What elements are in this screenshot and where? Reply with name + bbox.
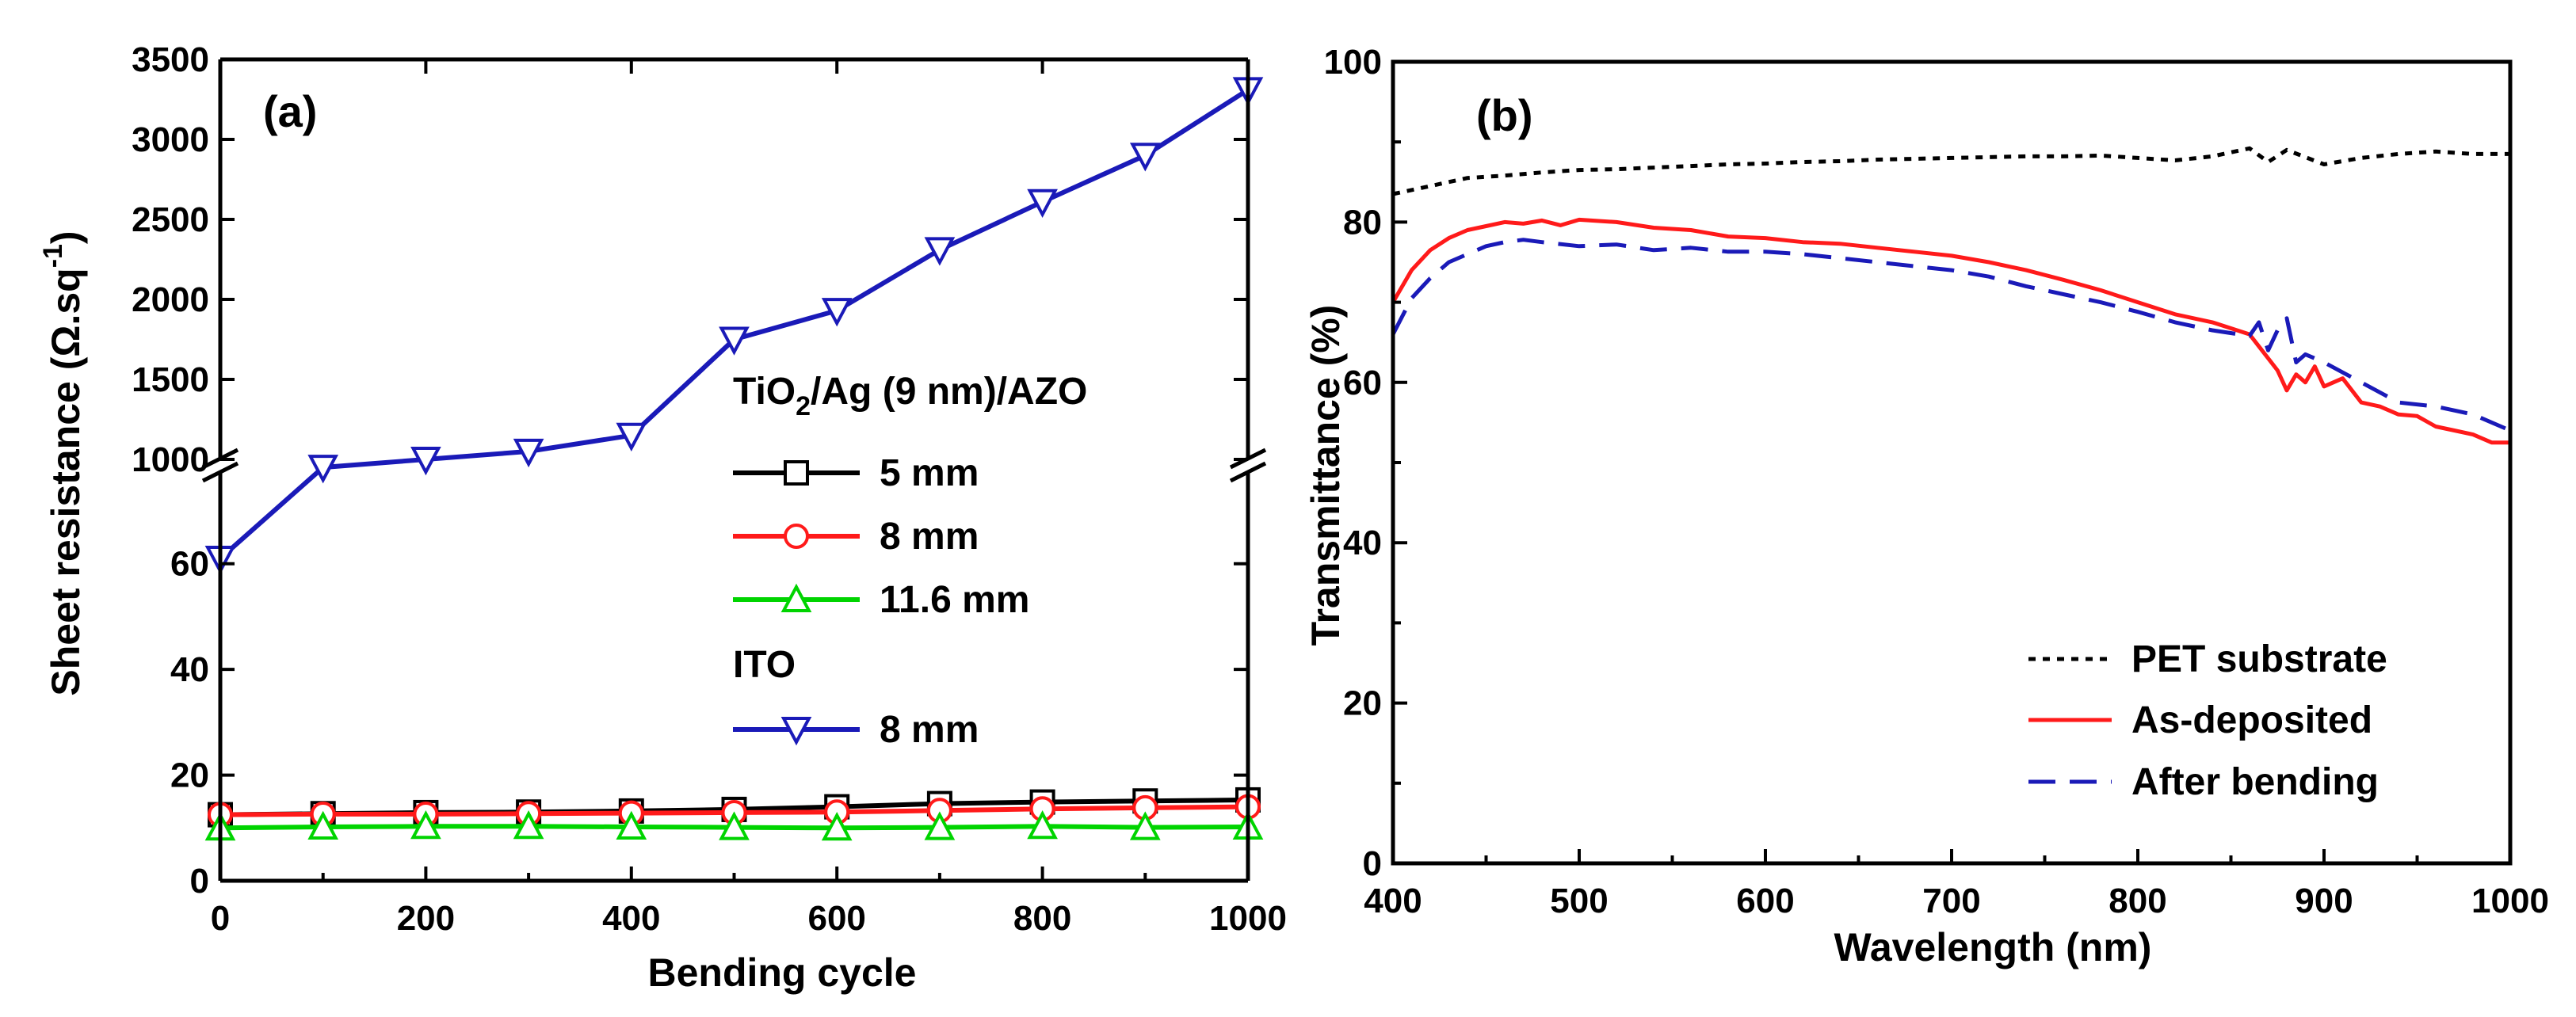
axis-break-mark-right-2 <box>1229 461 1267 483</box>
series-line-b-0 <box>1392 146 2510 196</box>
legend-marker-11-6mm <box>733 583 860 612</box>
panel-a-y-tick-label-upper: 2000 <box>132 280 209 319</box>
panel-a-y-axis-title: Sheet resistance (Ω.sq-1) <box>38 230 88 695</box>
legend-marker-a-1 <box>784 524 809 549</box>
data-point-a-2-1 <box>307 810 339 840</box>
panel-b-y-tick-label: 40 <box>1343 524 1382 562</box>
panel-a-x-tick-label: 0 <box>211 899 230 938</box>
panel-b-x-axis-title: Wavelength (nm) <box>1834 925 2152 969</box>
data-point-a-3-3 <box>513 438 544 468</box>
data-point-a-2-8 <box>1027 810 1058 840</box>
legend-entry-5mm: 5 mm <box>733 452 979 494</box>
chart-panel-b: 400 500 600 700 800 900 1000 0 20 40 60 80 100 (b) W… <box>1303 43 2549 969</box>
panel-a-y-tick-label-upper: 2500 <box>132 200 209 239</box>
panel-b-y-tick-label: 80 <box>1343 203 1382 242</box>
panel-a-y-tick-label-upper: 3000 <box>132 120 209 159</box>
panel-a-y-tick-label-lower: 0 <box>190 862 209 901</box>
data-point-a-2-2 <box>410 810 441 840</box>
panel-a-y-tick-label-upper: 1000 <box>132 440 209 479</box>
legend-marker-5mm <box>733 460 860 486</box>
panel-b-x-tick-label: 500 <box>1550 882 1608 920</box>
series-line-b-2 <box>1391 238 2511 432</box>
axis-break-mark-left-2 <box>201 461 239 483</box>
legend-label-11-6mm: 11.6 mm <box>880 579 1029 621</box>
legend-group-tio2-sub: 2 <box>796 391 811 421</box>
panel-b-plot-area <box>1391 146 2511 445</box>
panel-b-label: (b) <box>1476 90 1533 140</box>
panel-a-y-title-close: ) <box>44 230 88 244</box>
panel-a-y-title-main: Sheet resistance (Ω.sq <box>44 268 88 695</box>
panel-b-x-tick-label: 400 <box>1364 882 1422 920</box>
data-point-a-2-5 <box>719 811 750 840</box>
series-line-b-1 <box>1391 217 2510 445</box>
panel-a-x-tick-label: 200 <box>397 899 455 938</box>
panel-b-x-tick-label: 1000 <box>2471 882 2549 920</box>
legend-label-5mm: 5 mm <box>880 452 979 494</box>
series-line-a-3 <box>219 87 1250 561</box>
legend-entry-11-6mm: 11.6 mm <box>733 579 1029 621</box>
panel-b-y-tick-label: 20 <box>1343 684 1382 723</box>
legend-group-tio2-part2: /Ag (9 nm)/AZO <box>811 371 1087 413</box>
panel-a-plot-area <box>204 77 1264 841</box>
legend-group-tio2-part1: TiO <box>733 371 796 413</box>
legend-label-as-deposited: As-deposited <box>2131 699 2372 741</box>
data-point-a-3-8 <box>1027 189 1058 219</box>
legend-marker-ito-8mm <box>733 717 860 746</box>
legend-label-ito-8mm: 8 mm <box>880 709 979 751</box>
panel-a-y-tick-label-lower: 20 <box>170 756 209 795</box>
panel-b-y-axis-title: Transmittance (%) <box>1303 305 1348 646</box>
legend-entry-as-deposited: As-deposited <box>2028 699 2372 741</box>
data-point-a-3-9 <box>1129 143 1161 172</box>
panel-b-y-tick-label: 100 <box>1324 43 1382 82</box>
data-point-a-3-7 <box>924 237 956 266</box>
legend-group-tio2: TiO2/Ag (9 nm)/AZO <box>733 371 1087 421</box>
panel-b-y-tick-label: 60 <box>1343 364 1382 402</box>
panel-a-x-tick-label: 600 <box>807 899 865 938</box>
panel-a-label: (a) <box>263 86 317 136</box>
panel-a-y-tick-label-upper: 1500 <box>132 360 209 399</box>
panel-a-x-axis-title: Bending cycle <box>648 950 917 995</box>
panel-a-legend: TiO2/Ag (9 nm)/AZO 5 mm 8 mm 11.6 mm ITO… <box>733 371 1087 751</box>
panel-a-x-tick-label: 400 <box>602 899 660 938</box>
legend-label-8mm: 8 mm <box>880 516 979 558</box>
data-point-a-3-1 <box>307 455 339 484</box>
legend-label-after-bending: After bending <box>2131 761 2379 803</box>
legend-entry-ito-8mm: 8 mm <box>733 709 979 751</box>
panel-b-legend: PET substrate As-deposited After bending <box>2028 638 2387 803</box>
legend-label-pet: PET substrate <box>2131 638 2387 680</box>
legend-entry-after-bending: After bending <box>2028 761 2379 803</box>
data-point-a-2-3 <box>513 810 544 840</box>
panel-b-x-tick-label: 800 <box>2109 882 2166 920</box>
panel-a-y-tick-label-upper: 3500 <box>132 40 209 79</box>
panel-a-y-tick-label-lower: 60 <box>170 545 209 584</box>
data-point-a-3-4 <box>616 422 647 451</box>
panel-a-x-tick-label: 800 <box>1013 899 1071 938</box>
data-point-a-2-4 <box>616 810 647 840</box>
legend-entry-8mm: 8 mm <box>733 516 979 558</box>
panel-b-axes: 400 500 600 700 800 900 1000 0 20 40 60 80 100 <box>1324 43 2549 920</box>
legend-marker-a-0 <box>784 460 809 486</box>
legend-marker-8mm <box>733 524 860 549</box>
data-point-a-2-6 <box>821 812 853 841</box>
legend-marker-a-3 <box>780 717 812 746</box>
panel-b-x-tick-label: 600 <box>1736 882 1794 920</box>
panel-b-y-tick-label: 0 <box>1363 844 1382 883</box>
legend-entry-pet: PET substrate <box>2028 638 2387 680</box>
legend-marker-a-2 <box>780 583 812 612</box>
chart-panel-a: 0 200 400 600 800 1000 0 20 40 60 1000 1500 2000 2500… <box>38 40 1287 995</box>
panel-b-x-tick-label: 700 <box>1922 882 1980 920</box>
data-point-a-2-7 <box>924 811 956 840</box>
panel-a-x-tick-label: 1000 <box>1209 899 1287 938</box>
data-point-a-2-9 <box>1129 811 1161 840</box>
panel-a-axes: 0 200 400 600 800 1000 0 20 40 60 1000 1500 2000 2500… <box>132 40 1287 938</box>
panel-a-y-tick-label-lower: 40 <box>170 650 209 689</box>
data-point-a-3-6 <box>821 298 853 327</box>
panel-a-y-title-sup: -1 <box>38 244 68 268</box>
data-point-a-3-5 <box>719 326 750 356</box>
data-point-a-3-2 <box>410 447 441 476</box>
panel-b-frame <box>1391 59 2513 866</box>
panel-b-x-tick-label: 900 <box>2295 882 2353 920</box>
legend-group-ito: ITO <box>733 644 796 686</box>
